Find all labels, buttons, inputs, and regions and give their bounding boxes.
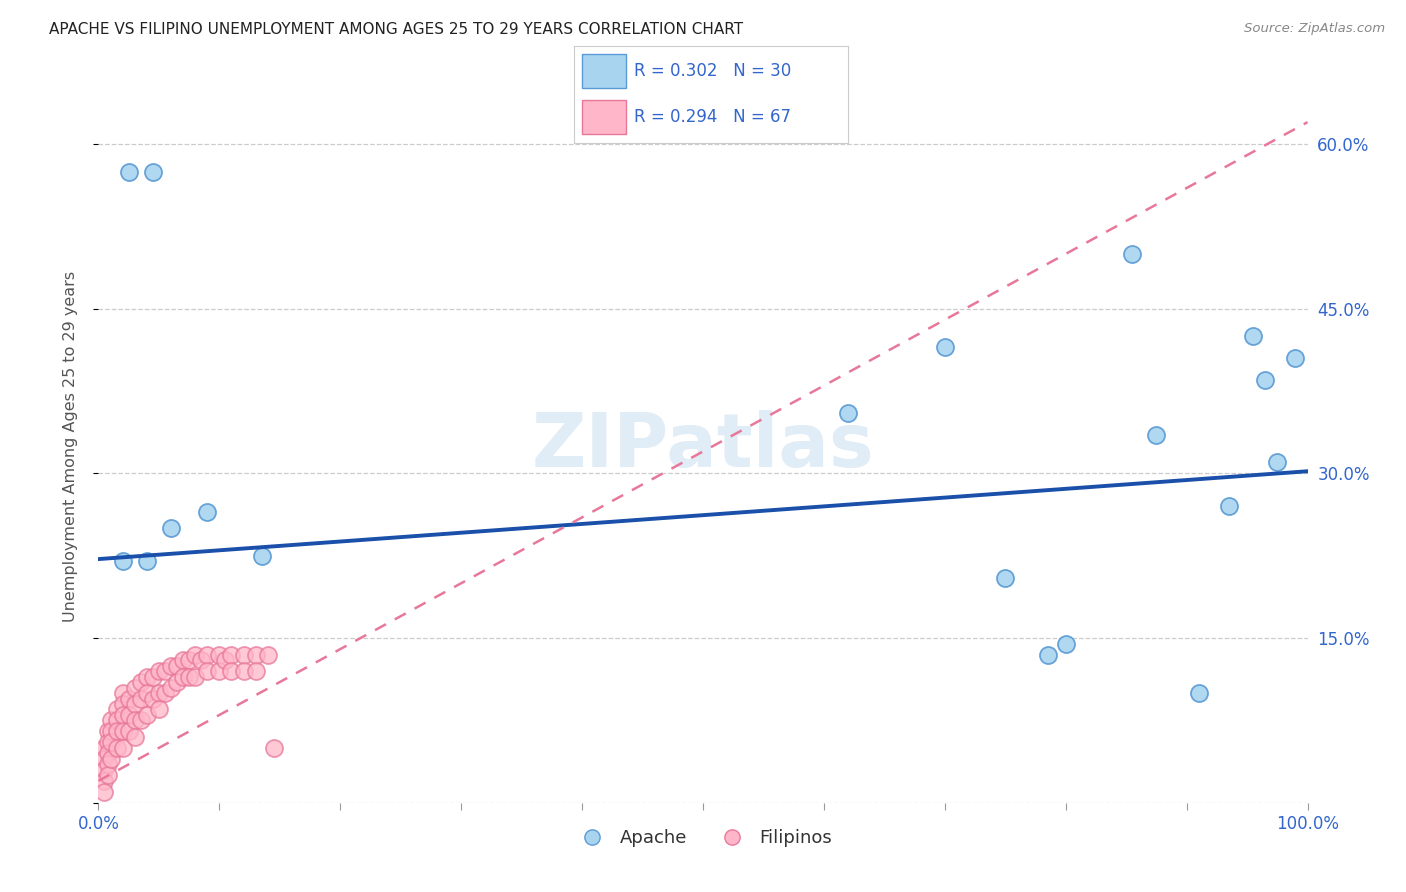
Point	[111, 697, 134, 711]
Point	[135, 554, 157, 568]
Point	[124, 681, 146, 695]
Point	[179, 653, 201, 667]
Point	[221, 664, 243, 678]
Point	[184, 669, 207, 683]
Point	[124, 730, 146, 744]
Point	[153, 664, 176, 678]
Point	[1218, 500, 1240, 514]
Point	[105, 740, 128, 755]
Point	[118, 708, 141, 723]
Point	[190, 653, 212, 667]
Point	[142, 164, 165, 178]
Point	[129, 691, 152, 706]
Point	[135, 686, 157, 700]
Point	[118, 164, 141, 178]
Point	[97, 757, 120, 772]
Point	[148, 686, 170, 700]
Point	[93, 763, 115, 777]
Point	[172, 669, 194, 683]
Point	[135, 669, 157, 683]
Point	[100, 752, 122, 766]
Point	[111, 554, 134, 568]
Point	[97, 735, 120, 749]
Point	[93, 785, 115, 799]
FancyBboxPatch shape	[582, 100, 626, 134]
Point	[837, 406, 859, 420]
Point	[994, 571, 1017, 585]
Point	[135, 708, 157, 723]
Point	[93, 773, 115, 788]
Point	[1284, 351, 1306, 366]
Text: ZIPatlas: ZIPatlas	[531, 409, 875, 483]
Point	[100, 714, 122, 728]
Point	[100, 735, 122, 749]
Point	[1146, 428, 1168, 442]
Point	[256, 648, 278, 662]
Point	[1054, 637, 1077, 651]
Point	[111, 740, 134, 755]
Y-axis label: Unemployment Among Ages 25 to 29 years: Unemployment Among Ages 25 to 29 years	[63, 270, 77, 622]
Point	[934, 340, 956, 354]
Point	[97, 724, 120, 739]
Point	[111, 724, 134, 739]
Point	[166, 658, 188, 673]
Point	[111, 708, 134, 723]
Point	[93, 752, 115, 766]
Point	[214, 653, 236, 667]
Point	[160, 681, 183, 695]
Point	[221, 648, 243, 662]
Point	[232, 648, 254, 662]
Point	[160, 658, 183, 673]
Point	[129, 675, 152, 690]
Point	[124, 714, 146, 728]
Text: R = 0.294   N = 67: R = 0.294 N = 67	[634, 108, 792, 126]
Point	[93, 740, 115, 755]
Point	[263, 740, 285, 755]
Point	[105, 724, 128, 739]
Point	[172, 653, 194, 667]
Point	[118, 724, 141, 739]
Point	[166, 675, 188, 690]
Point	[100, 724, 122, 739]
Point	[208, 648, 231, 662]
Point	[195, 664, 218, 678]
Point	[208, 664, 231, 678]
Point	[97, 747, 120, 761]
Point	[148, 702, 170, 716]
Point	[148, 664, 170, 678]
Point	[250, 549, 273, 563]
Point	[195, 505, 218, 519]
Legend: Apache, Filipinos: Apache, Filipinos	[567, 822, 839, 855]
Point	[142, 669, 165, 683]
Point	[160, 521, 183, 535]
Point	[105, 714, 128, 728]
Text: Source: ZipAtlas.com: Source: ZipAtlas.com	[1244, 22, 1385, 36]
Point	[129, 714, 152, 728]
Point	[1121, 247, 1143, 261]
Text: APACHE VS FILIPINO UNEMPLOYMENT AMONG AGES 25 TO 29 YEARS CORRELATION CHART: APACHE VS FILIPINO UNEMPLOYMENT AMONG AG…	[49, 22, 744, 37]
Point	[97, 768, 120, 782]
Point	[245, 664, 267, 678]
Point	[153, 686, 176, 700]
Point	[1241, 329, 1264, 343]
FancyBboxPatch shape	[582, 54, 626, 87]
Point	[245, 648, 267, 662]
Point	[1036, 648, 1059, 662]
Point	[142, 691, 165, 706]
Point	[1254, 373, 1277, 387]
Point	[124, 697, 146, 711]
Point	[1188, 686, 1211, 700]
Point	[179, 669, 201, 683]
Point	[184, 648, 207, 662]
Point	[195, 648, 218, 662]
Point	[105, 702, 128, 716]
Point	[118, 691, 141, 706]
Point	[232, 664, 254, 678]
Point	[1267, 455, 1289, 469]
Text: R = 0.302   N = 30: R = 0.302 N = 30	[634, 62, 792, 80]
Point	[111, 686, 134, 700]
